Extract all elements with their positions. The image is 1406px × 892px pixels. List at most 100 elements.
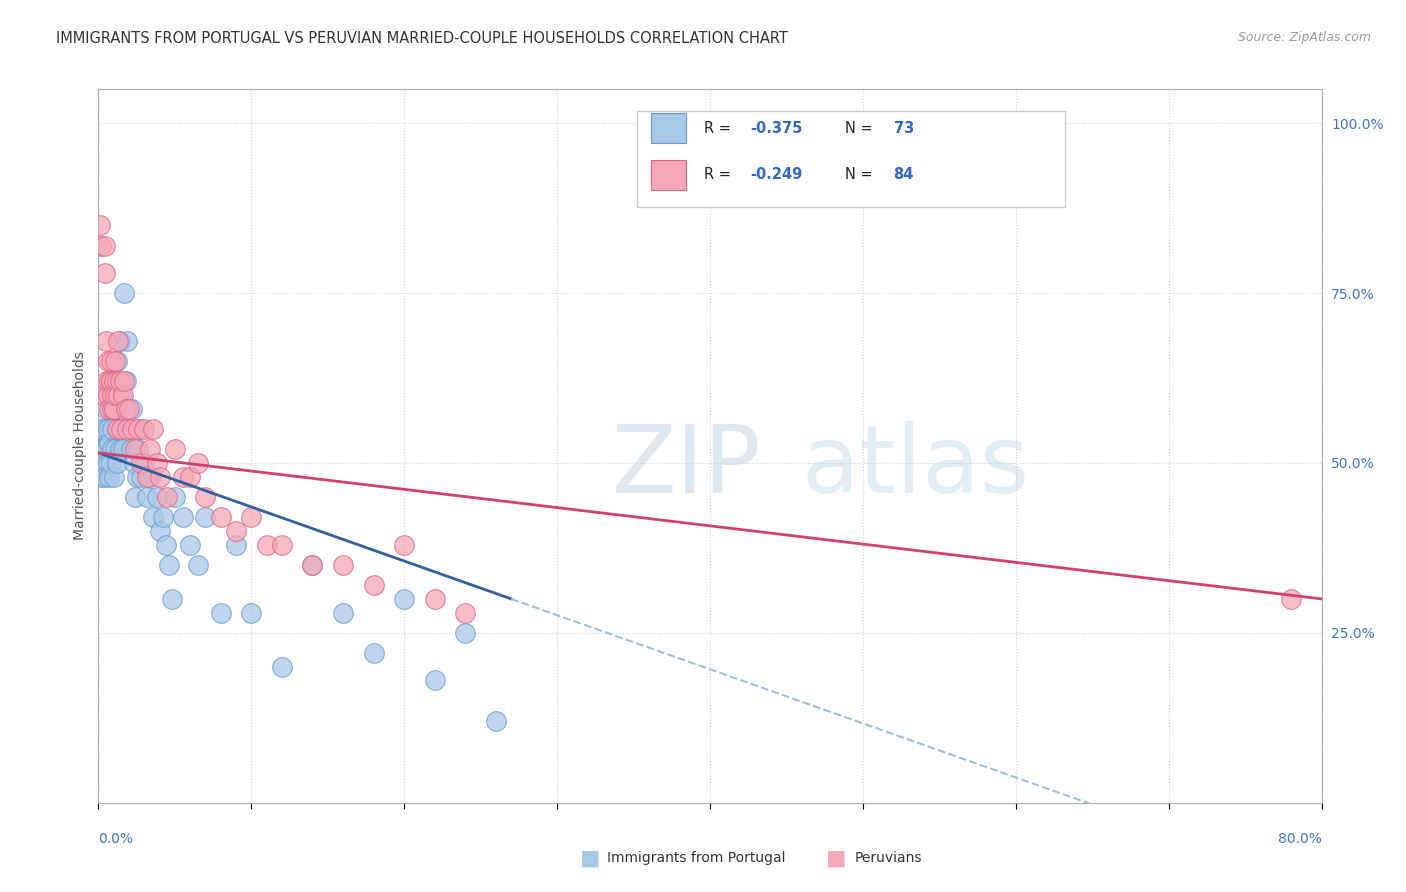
Point <box>94 375 117 389</box>
Point <box>101 388 124 402</box>
Point <box>142 510 165 524</box>
Point <box>104 401 127 416</box>
Point <box>139 469 162 483</box>
Point <box>270 660 292 674</box>
Text: -0.249: -0.249 <box>751 168 803 182</box>
Point <box>103 375 125 389</box>
Point <box>103 375 125 389</box>
Point <box>91 456 114 470</box>
Point <box>105 422 128 436</box>
Point <box>187 456 209 470</box>
Point <box>91 388 114 402</box>
Point <box>118 422 141 436</box>
Point <box>90 422 112 436</box>
Point <box>118 401 141 416</box>
Point <box>112 286 135 301</box>
Point <box>240 510 263 524</box>
Point <box>134 456 156 470</box>
Point <box>120 442 142 457</box>
Point <box>155 537 177 551</box>
Point <box>301 558 323 572</box>
Point <box>124 490 146 504</box>
Text: atlas: atlas <box>801 421 1031 514</box>
Text: 80.0%: 80.0% <box>1278 832 1322 846</box>
Point <box>145 490 167 504</box>
Point <box>89 442 111 457</box>
Text: Source: ZipAtlas.com: Source: ZipAtlas.com <box>1237 31 1371 45</box>
Point <box>107 388 129 402</box>
Text: N =: N = <box>845 121 877 136</box>
Point <box>117 334 139 348</box>
Point <box>98 375 121 389</box>
Point <box>125 469 148 483</box>
Point <box>97 422 120 436</box>
Text: Immigrants from Portugal: Immigrants from Portugal <box>607 851 786 865</box>
Point <box>108 442 131 457</box>
Point <box>363 578 385 592</box>
Text: ▪: ▪ <box>579 842 602 874</box>
Point <box>91 442 114 457</box>
Point <box>93 469 115 483</box>
Point <box>98 469 121 483</box>
Point <box>392 591 416 606</box>
Point <box>124 442 146 457</box>
Text: 84: 84 <box>894 168 914 182</box>
Point <box>127 422 149 436</box>
Point <box>160 591 183 606</box>
Point <box>110 388 132 402</box>
Point <box>209 510 232 524</box>
Point <box>90 238 112 252</box>
Point <box>100 456 122 470</box>
Point <box>104 442 127 457</box>
Point <box>392 537 416 551</box>
Point <box>127 442 149 457</box>
Point <box>101 422 124 436</box>
Point <box>105 354 128 368</box>
Point <box>225 537 247 551</box>
FancyBboxPatch shape <box>637 111 1064 207</box>
Point <box>256 537 278 551</box>
Point <box>121 422 143 436</box>
Text: 73: 73 <box>894 121 914 136</box>
Point <box>332 558 354 572</box>
Point <box>112 375 135 389</box>
Point <box>129 469 152 483</box>
Point <box>105 456 128 470</box>
Point <box>94 334 117 348</box>
Point <box>100 354 122 368</box>
Point <box>97 456 120 470</box>
Point <box>103 469 125 483</box>
Point <box>179 469 201 483</box>
Point <box>209 606 232 620</box>
Point <box>98 401 121 416</box>
Point <box>194 510 217 524</box>
Point <box>111 442 134 457</box>
Point <box>98 435 121 450</box>
Point <box>149 469 172 483</box>
Point <box>97 354 120 368</box>
Point <box>107 388 129 402</box>
Point <box>163 442 186 457</box>
Point <box>115 401 138 416</box>
Point <box>105 375 128 389</box>
Point <box>156 490 179 504</box>
Point <box>363 646 385 660</box>
Point <box>136 469 159 483</box>
Point <box>332 606 354 620</box>
Point <box>149 524 172 538</box>
Point <box>93 266 115 280</box>
Point <box>104 354 127 368</box>
Point <box>134 422 156 436</box>
Point <box>454 606 477 620</box>
Text: R =: R = <box>704 121 735 136</box>
Point <box>172 469 194 483</box>
Point <box>129 456 152 470</box>
Point <box>454 626 477 640</box>
Point <box>108 375 131 389</box>
Bar <box>651 160 686 190</box>
Text: ▪: ▪ <box>825 842 848 874</box>
Point <box>1279 591 1302 606</box>
Point <box>172 510 194 524</box>
Point <box>101 401 124 416</box>
Point <box>225 524 247 538</box>
